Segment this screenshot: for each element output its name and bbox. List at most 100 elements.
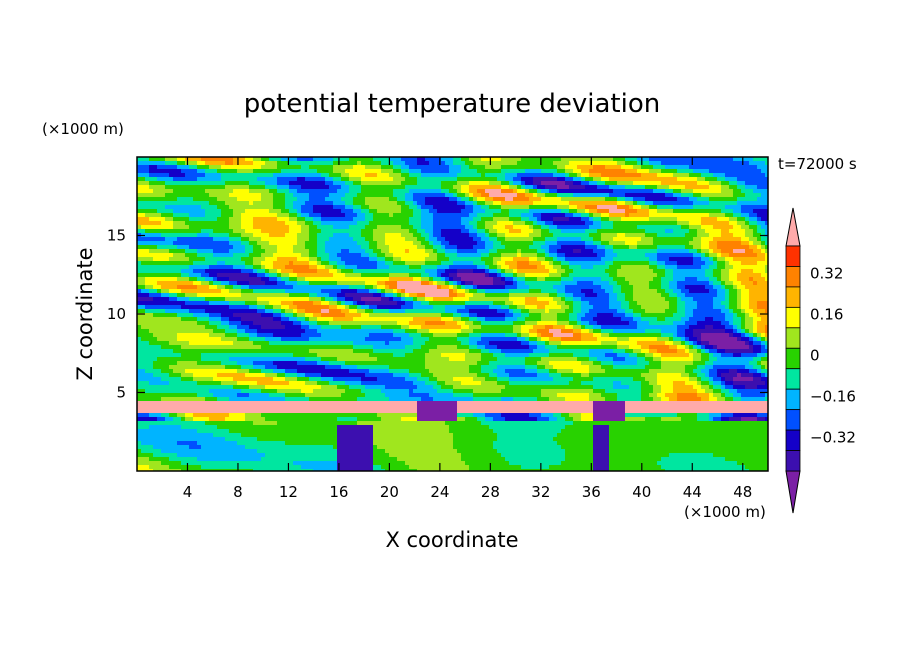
contour-cell <box>441 217 446 222</box>
contour-cell <box>565 257 570 262</box>
contour-cell <box>677 169 682 174</box>
contour-cell <box>669 209 674 214</box>
contour-cell <box>553 229 558 234</box>
contour-cell <box>641 173 646 178</box>
contour-cell <box>329 217 334 222</box>
contour-cell <box>385 189 390 194</box>
contour-cell <box>321 177 326 182</box>
contour-cell <box>709 217 714 222</box>
contour-cell <box>181 173 186 178</box>
contour-cell <box>569 249 574 254</box>
contour-cell <box>697 213 702 218</box>
contour-cell <box>653 229 658 234</box>
contour-cell <box>613 261 618 266</box>
contour-cell <box>617 193 622 198</box>
contour-cell <box>233 253 238 258</box>
contour-cell <box>493 225 498 230</box>
contour-cell <box>365 169 370 174</box>
contour-cell <box>393 161 398 166</box>
contour-cell <box>741 165 746 170</box>
contour-cell <box>705 249 710 254</box>
contour-cell <box>253 165 258 170</box>
contour-cell <box>305 237 310 242</box>
contour-cell <box>717 181 722 186</box>
contour-cell <box>677 209 682 214</box>
contour-cell <box>225 209 230 214</box>
contour-cell <box>353 217 358 222</box>
contour-cell <box>485 193 490 198</box>
contour-cell <box>605 257 610 262</box>
contour-cell <box>469 233 474 238</box>
contour-cell <box>517 169 522 174</box>
contour-cell <box>625 265 630 270</box>
contour-cell <box>673 257 678 262</box>
contour-cell <box>529 265 534 270</box>
contour-cell <box>669 205 674 210</box>
contour-cell <box>649 161 654 166</box>
contour-cell <box>429 277 434 282</box>
contour-cell <box>629 233 634 238</box>
contour-cell <box>677 201 682 206</box>
contour-cell <box>505 245 510 250</box>
contour-cell <box>469 273 474 278</box>
contour-cell <box>461 245 466 250</box>
contour-cell <box>677 181 682 186</box>
contour-cell <box>333 157 338 162</box>
contour-cell <box>301 165 306 170</box>
contour-cell <box>325 225 330 230</box>
contour-cell <box>249 169 254 174</box>
contour-cell <box>617 221 622 226</box>
contour-cell <box>597 273 602 278</box>
contour-cell <box>621 257 626 262</box>
contour-cell <box>481 177 486 182</box>
contour-cell <box>141 245 146 250</box>
contour-cell <box>529 185 534 190</box>
contour-cell <box>193 201 198 206</box>
contour-cell <box>725 221 730 226</box>
contour-cell <box>697 197 702 202</box>
contour-cell <box>605 229 610 234</box>
contour-cell <box>625 277 630 282</box>
contour-cell <box>721 245 726 250</box>
contour-cell <box>329 261 334 266</box>
contour-cell <box>141 205 146 210</box>
contour-cell <box>561 225 566 230</box>
contour-cell <box>385 157 390 162</box>
contour-cell <box>325 177 330 182</box>
contour-cell <box>453 181 458 186</box>
contour-cell <box>341 177 346 182</box>
contour-cell <box>665 233 670 238</box>
contour-cell <box>333 233 338 238</box>
contour-cell <box>705 277 710 282</box>
contour-cell <box>225 165 230 170</box>
contour-cell <box>465 189 470 194</box>
contour-cell <box>185 217 190 222</box>
contour-cell <box>529 189 534 194</box>
contour-cell <box>237 197 242 202</box>
contour-cell <box>481 185 486 190</box>
contour-cell <box>469 173 474 178</box>
contour-cell <box>725 189 730 194</box>
contour-cell <box>481 257 486 262</box>
contour-cell <box>593 217 598 222</box>
contour-cell <box>433 161 438 166</box>
contour-cell <box>621 229 626 234</box>
contour-cell <box>253 181 258 186</box>
contour-cell <box>401 213 406 218</box>
contour-cell <box>249 189 254 194</box>
contour-cell <box>717 201 722 206</box>
contour-cell <box>721 213 726 218</box>
contour-cell <box>261 253 266 258</box>
contour-cell <box>425 185 430 190</box>
contour-cell <box>181 165 186 170</box>
contour-cell <box>285 209 290 214</box>
contour-cell <box>569 205 574 210</box>
contour-cell <box>201 177 206 182</box>
contour-cell <box>677 245 682 250</box>
contour-cell <box>253 265 258 270</box>
contour-cell <box>237 221 242 226</box>
contour-cell <box>297 161 302 166</box>
contour-cell <box>709 277 714 282</box>
contour-cell <box>629 217 634 222</box>
contour-cell <box>149 253 154 258</box>
